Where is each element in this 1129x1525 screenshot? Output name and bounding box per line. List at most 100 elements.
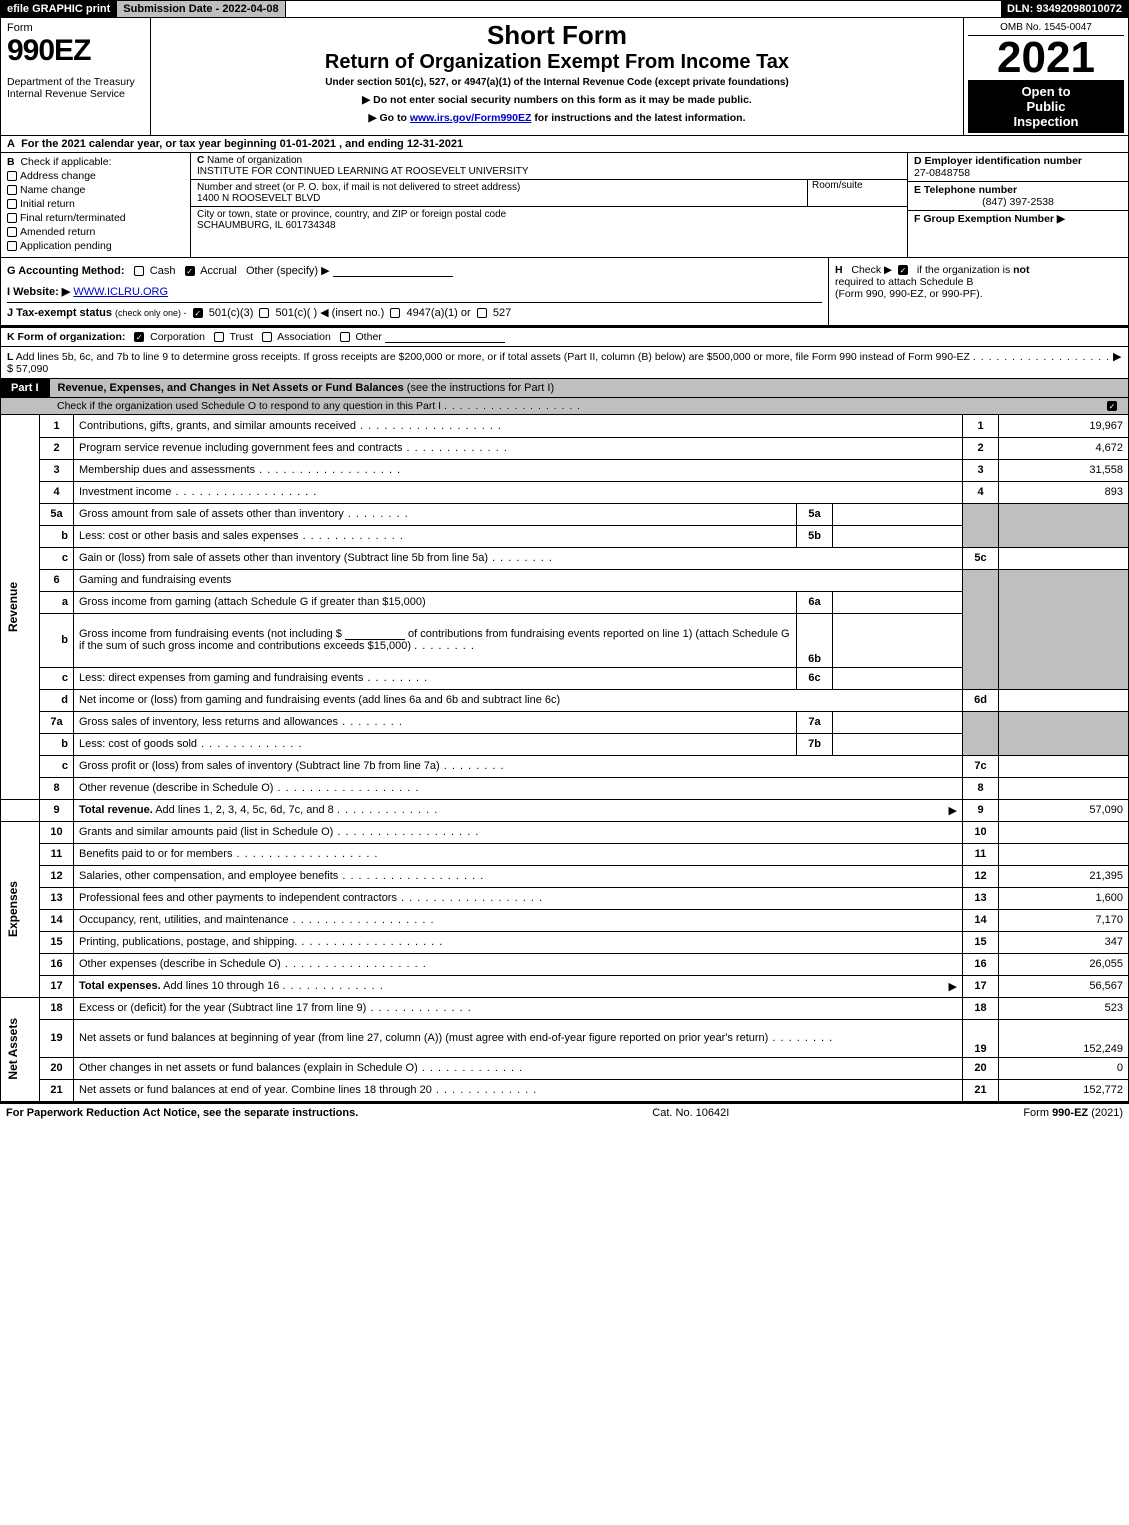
lbl-501c3: 501(c)(3)	[209, 307, 254, 319]
ln-18-n: 18	[40, 997, 74, 1019]
row-6a: a Gross income from gaming (attach Sched…	[1, 591, 1129, 613]
ln-7b-sv	[833, 733, 963, 755]
ln-15-rn: 15	[963, 931, 999, 953]
shade-5ab	[963, 503, 999, 547]
h-label: H	[835, 264, 843, 276]
col-d: D Employer identification number 27-0848…	[908, 153, 1128, 182]
ln-5a-sn: 5a	[797, 503, 833, 525]
row-6b: b Gross income from fundraising events (…	[1, 613, 1129, 667]
ln-18-rv: 523	[999, 997, 1129, 1019]
chk-corp[interactable]: ✓	[134, 332, 144, 342]
chk-final-return[interactable]	[7, 213, 17, 223]
lbl-application-pending: Application pending	[20, 240, 112, 252]
form-header: Form 990EZ Department of the Treasury In…	[0, 18, 1129, 136]
shade-7ab-v	[999, 711, 1129, 755]
l-text: Add lines 5b, 6c, and 7b to line 9 to de…	[16, 351, 970, 363]
lbl-amended-return: Amended return	[20, 226, 95, 238]
e-val: (847) 397-2538	[914, 196, 1122, 208]
chk-4947[interactable]	[390, 308, 400, 318]
street-val: 1400 N ROOSEVELT BLVD	[197, 193, 320, 204]
chk-501c[interactable]	[259, 308, 269, 318]
ln-6b-sv	[833, 613, 963, 667]
ln-12-d: Salaries, other compensation, and employ…	[74, 865, 963, 887]
ln-6d-n: d	[40, 689, 74, 711]
lbl-other: Other	[356, 331, 382, 343]
col-c-label: C	[197, 155, 204, 166]
ln-7a-n: 7a	[40, 711, 74, 733]
website-link[interactable]: WWW.ICLRU.ORG	[73, 286, 168, 298]
ln-6d-d: Net income or (loss) from gaming and fun…	[74, 689, 963, 711]
row-5a: 5a Gross amount from sale of assets othe…	[1, 503, 1129, 525]
chk-assoc[interactable]	[262, 332, 272, 342]
top-bar: efile GRAPHIC print Submission Date - 20…	[0, 0, 1129, 18]
street-label: Number and street (or P. O. box, if mail…	[197, 182, 520, 193]
ln-3-n: 3	[40, 459, 74, 481]
ln-3-rv: 31,558	[999, 459, 1129, 481]
ln-14-d: Occupancy, rent, utilities, and maintena…	[74, 909, 963, 931]
row-20: 20 Other changes in net assets or fund b…	[1, 1057, 1129, 1079]
chk-527[interactable]	[477, 308, 487, 318]
ln-7a-sn: 7a	[797, 711, 833, 733]
k-line: K Form of organization: ✓ Corporation Tr…	[0, 326, 1129, 347]
lbl-trust: Trust	[229, 331, 253, 343]
lbl-final-return: Final return/terminated	[20, 212, 126, 224]
irs-link[interactable]: www.irs.gov/Form990EZ	[410, 112, 532, 124]
ln-4-n: 4	[40, 481, 74, 503]
ln-6a-sn: 6a	[797, 591, 833, 613]
other-blank	[333, 265, 453, 277]
chk-name-change[interactable]	[7, 185, 17, 195]
chk-application-pending[interactable]	[7, 241, 17, 251]
row-12: 12 Salaries, other compensation, and emp…	[1, 865, 1129, 887]
ln-5b-sn: 5b	[797, 525, 833, 547]
ln-11-n: 11	[40, 843, 74, 865]
row-9: 9 Total revenue. Add lines 1, 2, 3, 4, 5…	[1, 799, 1129, 821]
col-c-city: City or town, state or province, country…	[191, 207, 907, 233]
ln-5b-n: b	[40, 525, 74, 547]
shade-6	[963, 569, 999, 689]
chk-501c3[interactable]: ✓	[193, 308, 203, 318]
chk-other[interactable]	[340, 332, 350, 342]
chk-h[interactable]: ✓	[898, 265, 908, 275]
ln-9-rv: 57,090	[999, 799, 1129, 821]
side-expenses: Expenses	[1, 821, 40, 997]
bcdef-row: B Check if applicable: Address change Na…	[0, 153, 1129, 258]
lbl-cash: Cash	[150, 265, 176, 277]
part1-tag: Part I	[1, 379, 49, 397]
l-line: L Add lines 5b, 6c, and 7b to line 9 to …	[0, 347, 1129, 379]
ln-5c-rv	[999, 547, 1129, 569]
chk-initial-return[interactable]	[7, 199, 17, 209]
chk-trust[interactable]	[214, 332, 224, 342]
part1-sub: Check if the organization used Schedule …	[0, 398, 1129, 415]
ln-16-n: 16	[40, 953, 74, 975]
ln-7c-d: Gross profit or (loss) from sales of inv…	[74, 755, 963, 777]
row-5c: c Gain or (loss) from sale of assets oth…	[1, 547, 1129, 569]
chk-cash[interactable]	[134, 266, 144, 276]
ln-17-dots	[282, 980, 383, 992]
ln-14-rv: 7,170	[999, 909, 1129, 931]
form-id-block: Form 990EZ Department of the Treasury In…	[1, 18, 151, 135]
ln-15-rv: 347	[999, 931, 1129, 953]
ln-13-rv: 1,600	[999, 887, 1129, 909]
l-label: L	[7, 351, 13, 363]
lbl-address-change: Address change	[20, 170, 96, 182]
ln-5c-n: c	[40, 547, 74, 569]
ln-2-d: Program service revenue including govern…	[74, 437, 963, 459]
chk-accrual[interactable]: ✓	[185, 266, 195, 276]
chk-address-change[interactable]	[7, 171, 17, 181]
ln-17-d-cell: Total expenses. Add lines 10 through 16 …	[74, 975, 963, 997]
ln-17-n: 17	[40, 975, 74, 997]
row-17: 17 Total expenses. Add lines 10 through …	[1, 975, 1129, 997]
ln-6-d: Gaming and fundraising events	[74, 569, 963, 591]
part1-header: Part I Revenue, Expenses, and Changes in…	[0, 379, 1129, 398]
ln-12-n: 12	[40, 865, 74, 887]
row-11: 11 Benefits paid to or for members 11	[1, 843, 1129, 865]
row-2: 2 Program service revenue including gove…	[1, 437, 1129, 459]
ln-10-rv	[999, 821, 1129, 843]
lbl-name-change: Name change	[20, 184, 85, 196]
ln-5a-d: Gross amount from sale of assets other t…	[74, 503, 797, 525]
chk-amended-return[interactable]	[7, 227, 17, 237]
col-b: B Check if applicable: Address change Na…	[1, 153, 191, 257]
ln-9-arrow: ▶	[949, 804, 957, 817]
ssn-warning: ▶ Do not enter social security numbers o…	[159, 94, 955, 106]
chk-schedule-o[interactable]: ✓	[1107, 401, 1117, 411]
